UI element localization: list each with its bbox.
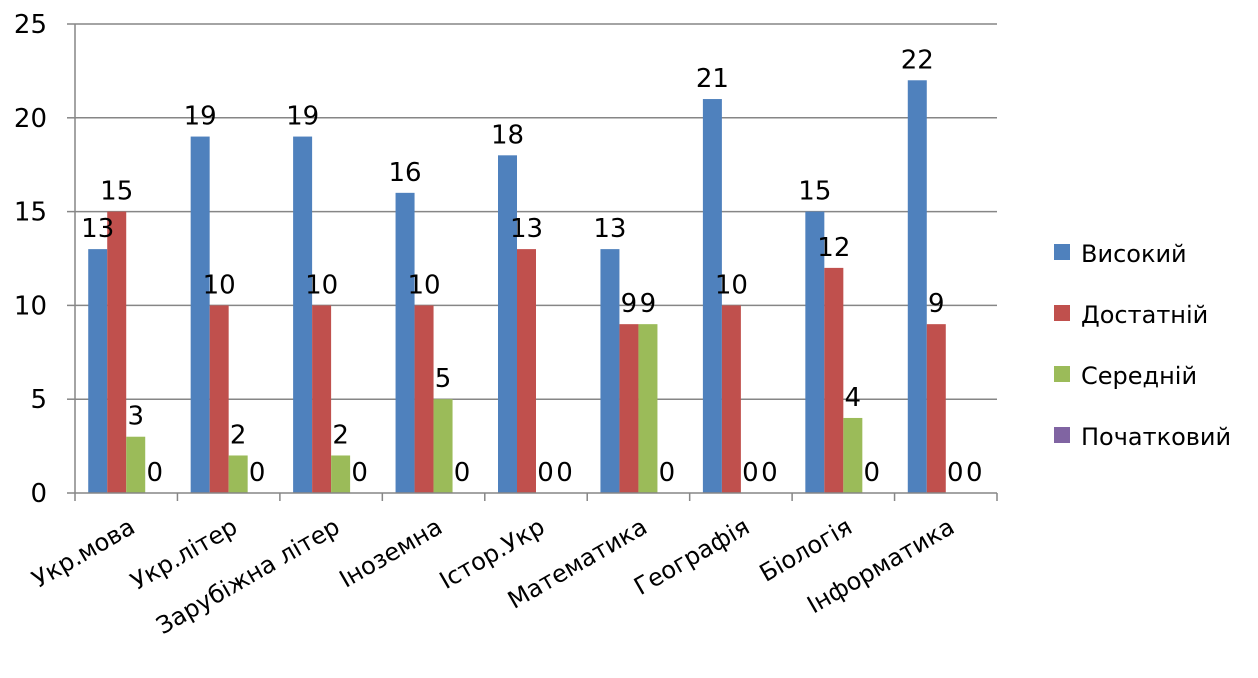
bar <box>638 324 658 493</box>
data-label: 12 <box>817 233 850 263</box>
bar <box>209 305 229 493</box>
legend-swatch <box>1054 427 1070 443</box>
bar <box>190 136 210 493</box>
data-label: 22 <box>901 45 934 75</box>
bar <box>228 455 248 493</box>
data-label: 19 <box>286 102 319 132</box>
bar <box>600 249 620 493</box>
data-label: 0 <box>454 458 471 488</box>
data-label: 5 <box>435 364 452 394</box>
category-label: Географія <box>629 512 754 600</box>
data-label: 0 <box>761 458 778 488</box>
bar <box>702 99 722 493</box>
bar <box>88 249 108 493</box>
bar <box>414 305 434 493</box>
data-label: 10 <box>408 270 441 300</box>
legend-label: Початковий <box>1081 423 1231 451</box>
bars <box>88 80 946 493</box>
data-label: 13 <box>593 214 626 244</box>
data-label: 3 <box>127 402 144 432</box>
y-tick-label: 5 <box>30 385 47 415</box>
bar <box>843 417 863 493</box>
data-label: 0 <box>966 458 983 488</box>
legend-label: Достатній <box>1081 301 1208 329</box>
data-label: 2 <box>230 420 247 450</box>
data-label: 21 <box>696 64 729 94</box>
data-label: 0 <box>146 458 163 488</box>
bar <box>926 324 946 493</box>
legend-swatch <box>1054 305 1070 321</box>
data-label: 2 <box>332 420 349 450</box>
bar <box>619 324 639 493</box>
category-label: Зарубіжна літер <box>152 512 345 640</box>
data-label: 9 <box>640 289 657 319</box>
bar <box>293 136 313 493</box>
data-label: 15 <box>100 177 133 207</box>
bar <box>517 249 536 493</box>
data-label: 13 <box>81 214 114 244</box>
y-tick-label: 10 <box>14 291 47 321</box>
data-label: 0 <box>659 458 676 488</box>
bar <box>395 192 415 493</box>
legend-swatch <box>1054 244 1070 260</box>
data-label: 18 <box>491 120 524 150</box>
data-label: 0 <box>947 458 964 488</box>
data-label: 4 <box>845 383 862 413</box>
y-tick-labels: 0 5 10 15 20 25 <box>14 10 47 509</box>
axes <box>67 23 998 501</box>
data-label: 0 <box>864 458 881 488</box>
data-label: 0 <box>351 458 368 488</box>
bar <box>824 267 844 493</box>
data-label: 15 <box>798 177 831 207</box>
data-label: 0 <box>556 458 573 488</box>
data-label: 9 <box>621 289 638 319</box>
legend: Високий Достатній Середній Початковий <box>1054 240 1231 451</box>
data-label: 0 <box>249 458 266 488</box>
bar <box>312 305 332 493</box>
bar <box>498 155 517 493</box>
bar <box>805 211 825 493</box>
bar <box>907 80 927 493</box>
data-label: 0 <box>742 458 759 488</box>
bar <box>126 436 146 493</box>
data-label: 19 <box>184 102 217 132</box>
bar <box>107 211 127 493</box>
data-label: 10 <box>715 270 748 300</box>
bar <box>331 455 351 493</box>
data-label: 10 <box>203 270 236 300</box>
y-tick-label: 20 <box>14 104 47 134</box>
y-tick-label: 25 <box>14 10 47 40</box>
bar <box>433 399 453 493</box>
legend-swatch <box>1054 366 1070 382</box>
y-tick-label: 0 <box>30 479 47 509</box>
data-label: 9 <box>928 289 945 319</box>
data-label: 10 <box>305 270 338 300</box>
data-label: 13 <box>510 214 543 244</box>
legend-label: Середній <box>1081 362 1197 390</box>
category-label: Укр.мова <box>27 512 139 593</box>
bar <box>721 305 741 493</box>
data-label: 16 <box>389 158 422 188</box>
category-label: Іноземна <box>335 512 447 593</box>
y-tick-label: 15 <box>14 198 47 228</box>
legend-label: Високий <box>1081 240 1187 268</box>
data-label: 0 <box>537 458 554 488</box>
